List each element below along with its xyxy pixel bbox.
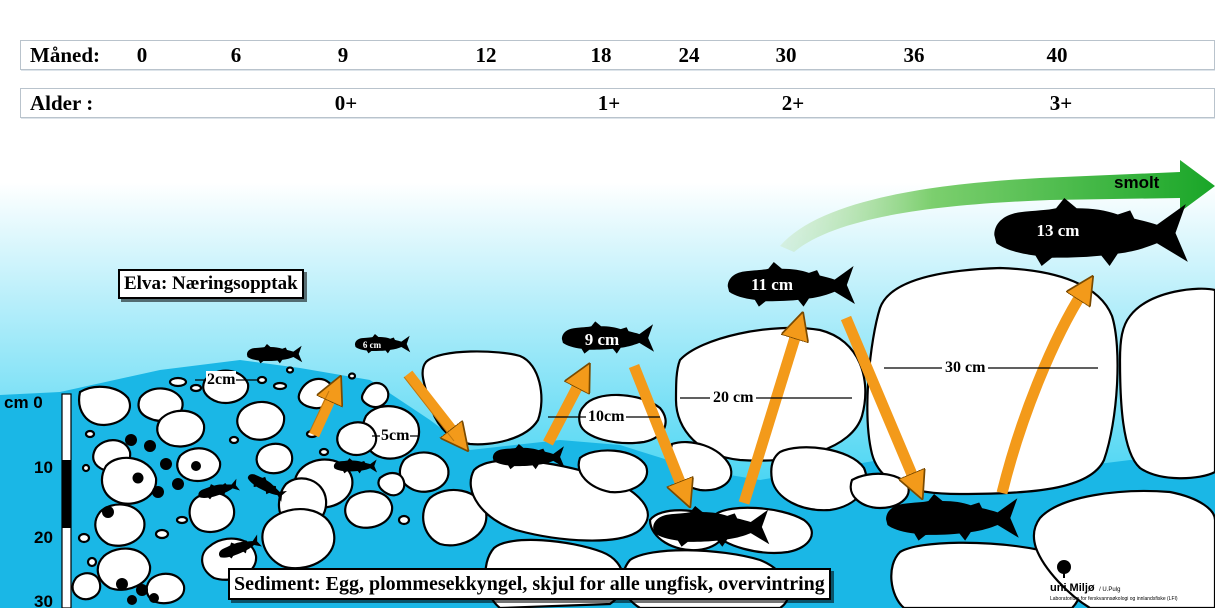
age-tick: 0+ [334, 91, 358, 115]
fish-length-label: 13 cm [1036, 221, 1080, 240]
growth-arrows [308, 290, 1084, 503]
fish-length-label: 11 cm [750, 275, 794, 294]
depth-unit-label: cm 0 [4, 393, 43, 412]
river-zone-label: Elva: Næringsopptak [118, 269, 304, 299]
month-bar: Måned: 0 6 9 12 18 24 30 36 40 [20, 40, 1215, 70]
month-tick: 36 [903, 43, 925, 67]
month-tick: 9 [337, 43, 349, 67]
depth-tick: 30 [34, 592, 53, 611]
month-tick: 12 [475, 43, 497, 67]
age-tick: 3+ [1049, 91, 1073, 115]
depth-tick: 20 [34, 528, 53, 547]
month-tick: 6 [230, 43, 242, 67]
stone-size-label: 30 cm [942, 359, 989, 377]
age-tick: 1+ [597, 91, 621, 115]
logo-author: / U.Pulg [1099, 587, 1121, 593]
fish-length-label: 6 cm [362, 340, 382, 350]
depth-scale [61, 393, 72, 608]
month-label: Måned: [30, 43, 100, 67]
stone-size-label: 10cm [586, 408, 627, 426]
sediment-zone-label: Sediment: Egg, plommesekkyngel, skjul fo… [228, 568, 831, 600]
month-tick: 24 [678, 43, 700, 67]
stone-size-label: 20 cm [710, 389, 757, 407]
logo-mark-icon [1057, 560, 1071, 578]
month-tick: 30 [775, 43, 797, 67]
logo-subtitle: Laboratorium for ferskvannsøkologi og in… [1050, 596, 1178, 602]
fish-length-label: 9 cm [584, 330, 620, 349]
stone-size-label: 2cm [206, 371, 237, 389]
smolt-label: smolt [1114, 173, 1160, 192]
smolt-arrow [780, 160, 1215, 252]
month-tick: 0 [136, 43, 148, 67]
stone-size-label: 5cm [380, 427, 411, 445]
logo: uni Miljø / U.Pulg Laboratorium for fers… [1050, 560, 1178, 602]
logo-name: uni Miljø [1050, 582, 1095, 594]
age-label: Alder : [30, 91, 94, 115]
age-bar: Alder : 0+ 1+ 2+ 3+ [20, 88, 1215, 118]
month-tick: 40 [1046, 43, 1068, 67]
month-tick: 18 [590, 43, 612, 67]
eggs [102, 434, 201, 605]
depth-tick: 10 [34, 458, 53, 477]
age-tick: 2+ [781, 91, 805, 115]
